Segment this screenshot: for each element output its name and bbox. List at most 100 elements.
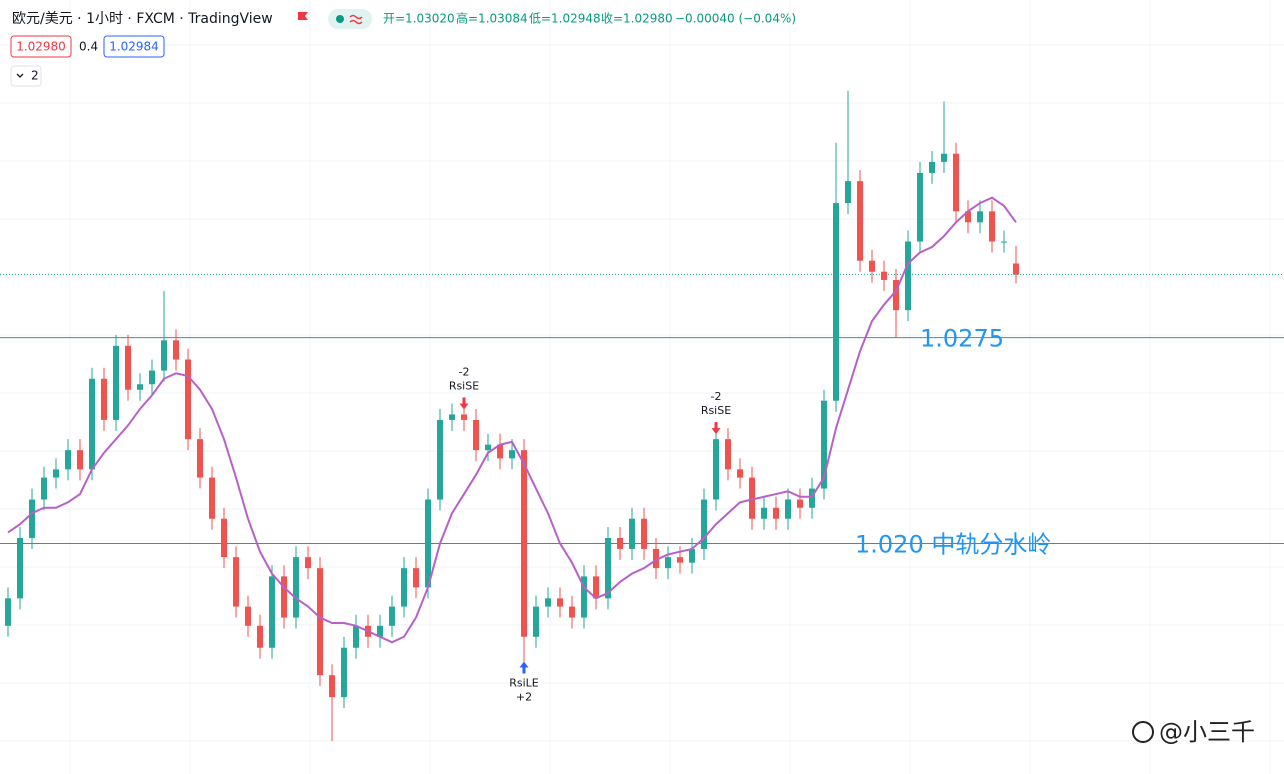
candle-body <box>233 557 239 607</box>
candle-body <box>713 439 719 500</box>
candle-body <box>617 537 623 549</box>
ohlc-low: 低=1.02948 <box>529 12 601 26</box>
candle-body <box>437 419 443 500</box>
candle-body <box>173 340 179 360</box>
candle-body <box>905 241 911 311</box>
candle-body <box>941 153 947 162</box>
header: 欧元/美元 · 1小时 · FXCM · TradingView 开=1.030… <box>10 9 796 87</box>
candle-body <box>581 576 587 618</box>
candle-body <box>701 499 707 549</box>
bid-box[interactable] <box>10 35 72 58</box>
level-label: 1.020 中轨分水岭 <box>855 530 1051 558</box>
price-change: −0.00040 (−0.04%) <box>675 12 796 26</box>
candle-body <box>389 606 395 626</box>
bid-price: 1.02980 <box>16 40 66 54</box>
candle-body <box>677 557 683 563</box>
candle-body <box>737 469 743 478</box>
candle-body <box>533 606 539 637</box>
candle-body <box>269 576 275 648</box>
candle-body <box>761 507 767 519</box>
candle-body <box>809 488 815 508</box>
ohlc-open: 开=1.03020 <box>383 12 455 26</box>
candle-body <box>605 537 611 599</box>
candle-body <box>293 557 299 618</box>
candle-body <box>857 181 863 261</box>
candle-body <box>137 384 143 390</box>
candle-body <box>65 450 71 470</box>
signal-label: RsiSE <box>449 379 479 392</box>
candle-body <box>977 211 983 223</box>
candle-body <box>641 518 647 549</box>
candle-body <box>257 625 263 648</box>
indicator-count: 2 <box>31 69 39 83</box>
status-wave <box>349 14 363 25</box>
candle-body <box>773 507 779 519</box>
candle-body <box>965 211 971 223</box>
candle-body <box>41 477 47 500</box>
status-dot <box>336 15 344 23</box>
signal-label: RsiSE <box>701 404 731 417</box>
candle-body <box>449 414 455 420</box>
candle-body <box>845 181 851 204</box>
candle-body <box>281 576 287 618</box>
candle-body <box>689 548 695 563</box>
short-arrow <box>711 422 721 435</box>
candle-body <box>1001 241 1007 243</box>
long-arrow <box>519 661 529 674</box>
candle-body <box>77 450 83 470</box>
level-label: 1.0275 <box>920 325 1004 353</box>
ask-price: 1.02984 <box>109 40 159 54</box>
signal-qty: -2 <box>711 390 722 403</box>
signal-qty: -2 <box>459 365 470 378</box>
candle-body <box>353 625 359 648</box>
candle-body <box>185 359 191 440</box>
indicator-toggle[interactable] <box>10 65 42 87</box>
candle-body <box>881 271 887 280</box>
candle-body <box>521 450 527 637</box>
short-arrow <box>459 397 469 410</box>
candle-body <box>341 647 347 698</box>
candle-body <box>5 598 11 626</box>
candle-body <box>917 172 923 242</box>
candle-body <box>221 518 227 558</box>
watermark-icon <box>1132 721 1154 743</box>
ask-box[interactable] <box>103 35 165 58</box>
candle-body <box>473 419 479 451</box>
candle-body <box>653 548 659 569</box>
candle-body <box>893 279 899 311</box>
candle-body <box>101 378 107 420</box>
candle-body <box>833 203 839 401</box>
candle-body <box>989 211 995 242</box>
candle-body <box>497 444 503 459</box>
candle-body <box>725 439 731 470</box>
candle-body <box>305 557 311 569</box>
candle-body <box>89 378 95 470</box>
candle-body <box>545 598 551 607</box>
chevron-icon <box>16 73 24 78</box>
candle-body <box>557 598 563 607</box>
candle-body <box>413 568 419 588</box>
flag-icon <box>298 12 308 20</box>
symbol-title: 欧元/美元 · 1小时 · FXCM · TradingView <box>12 11 273 27</box>
candle-body <box>929 161 935 173</box>
signal-label: RsiLE <box>509 676 539 689</box>
watermark: @小三千 <box>1132 718 1255 746</box>
candle-body <box>125 345 131 390</box>
candle-body <box>53 469 59 478</box>
candle-body <box>197 439 203 478</box>
ohlc-high: 高=1.03084 <box>456 11 528 26</box>
candle-body <box>425 499 431 588</box>
status-pill[interactable] <box>328 9 372 29</box>
candle-body <box>665 557 671 569</box>
candle-body <box>317 568 323 676</box>
candle-body <box>629 518 635 549</box>
candle-body <box>569 606 575 618</box>
candle-body <box>821 400 827 489</box>
candle-body <box>593 576 599 599</box>
candle-body <box>377 625 383 637</box>
candle-body <box>461 414 467 420</box>
candle-body <box>1013 263 1019 275</box>
